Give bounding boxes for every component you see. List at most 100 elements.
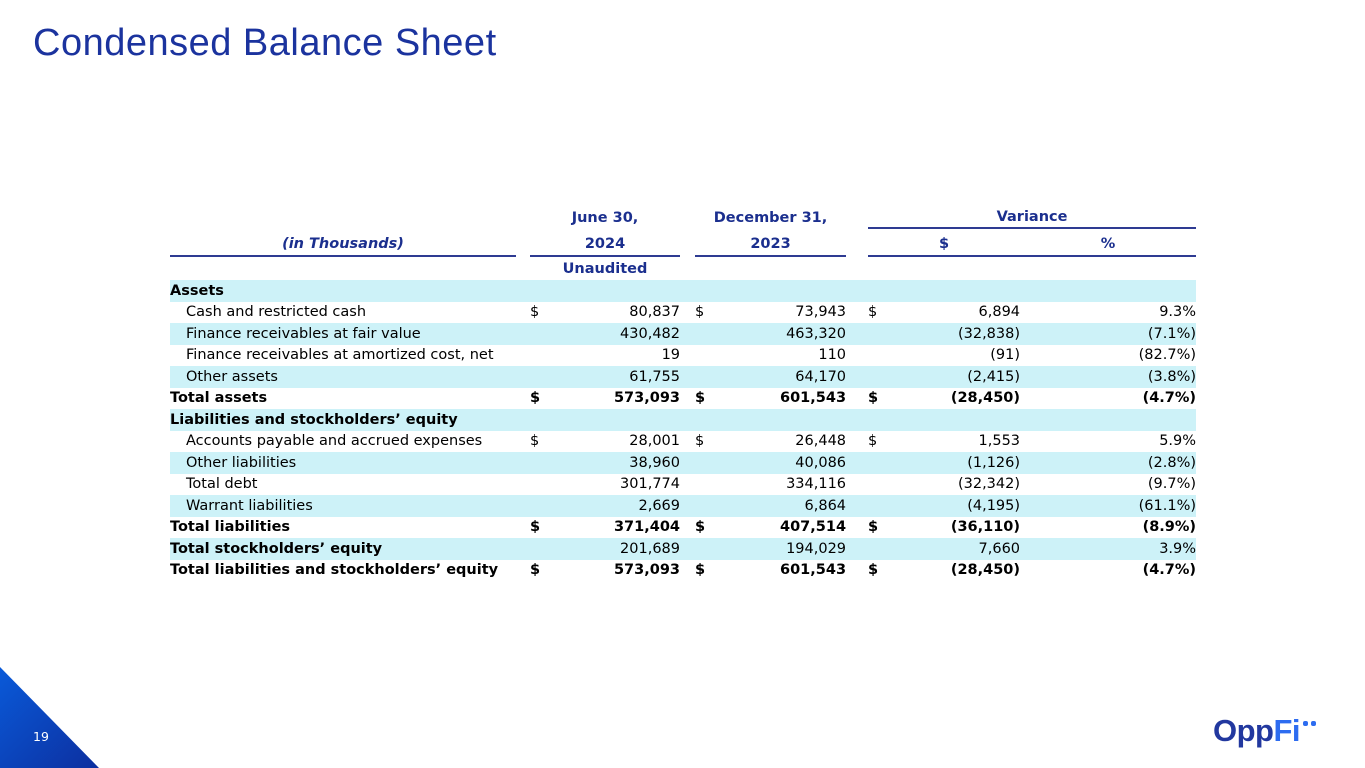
row-label: Finance receivables at amortized cost, n… xyxy=(186,347,494,364)
spacer-cell xyxy=(516,409,530,431)
value-december-2023: 194,029 xyxy=(786,540,847,557)
period-1-header: June 30, xyxy=(571,210,639,226)
spacer-cell xyxy=(846,409,868,431)
spacer-cell xyxy=(846,302,868,324)
spacer-cell xyxy=(846,474,868,496)
dollar-sign-cell xyxy=(868,345,894,367)
dollar-sign-cell xyxy=(530,452,556,474)
table-row: Finance receivables at fair value 430,482… xyxy=(170,323,1197,345)
variance-dollar-value: (32,838) xyxy=(957,325,1021,342)
table-header-row-years: (in Thousands) 2024 2023 $ % xyxy=(170,228,1197,257)
variance-percent-value: (3.8%) xyxy=(1147,368,1197,385)
variance-dollar-value xyxy=(894,409,1020,431)
value-june-2024: 19 xyxy=(661,347,681,364)
variance-dollar-value: 6,894 xyxy=(978,304,1021,321)
dollar-sign-cell xyxy=(530,366,556,388)
dollar-sign-cell: $ xyxy=(695,433,705,450)
spacer-cell xyxy=(516,560,530,582)
row-label: Warrant liabilities xyxy=(186,497,313,514)
table-header-row-periods: June 30, December 31, Variance xyxy=(170,203,1197,229)
oppfi-logo: Opp Fi xyxy=(1213,713,1317,748)
table-row: Total liabilities $371,404 $407,514 $ (36,11… xyxy=(170,517,1196,539)
variance-percent-value: 5.9% xyxy=(1159,433,1197,450)
value-june-2024: 38,960 xyxy=(629,454,681,471)
variance-percent-value: (61.1%) xyxy=(1138,497,1197,514)
variance-dollar-value: (2,415) xyxy=(967,368,1021,385)
row-label: Other assets xyxy=(186,368,278,385)
row-label: Other liabilities xyxy=(186,454,297,471)
variance-header: Variance xyxy=(868,203,1197,229)
value-december-2023 xyxy=(721,409,846,431)
spacer-cell xyxy=(680,280,695,302)
dollar-sign-cell: $ xyxy=(868,433,878,450)
dollar-sign-cell: $ xyxy=(695,390,706,407)
header-spacer xyxy=(846,203,868,228)
value-december-2023: 334,116 xyxy=(786,476,847,493)
dollar-sign-cell xyxy=(530,409,556,431)
dollar-sign-cell: $ xyxy=(868,304,878,321)
table-row: Finance receivables at amortized cost, n… xyxy=(170,345,1196,367)
table-header-row-unaudited: Unaudited xyxy=(170,256,1196,280)
value-december-2023: 64,170 xyxy=(795,368,847,385)
variance-dollar-value xyxy=(894,280,1020,302)
spacer-cell xyxy=(680,388,695,410)
variance-percent-value: 3.9% xyxy=(1159,540,1197,557)
spacer-cell xyxy=(846,323,868,345)
spacer-cell xyxy=(846,431,868,453)
header-spacer xyxy=(680,256,1196,280)
value-june-2024: 371,404 xyxy=(613,519,681,536)
row-label: Accounts payable and accrued expenses xyxy=(186,433,483,450)
variance-dollar-value: (28,450) xyxy=(950,562,1021,579)
spacer-cell xyxy=(680,409,695,431)
value-june-2024: 573,093 xyxy=(613,562,681,579)
dollar-sign-cell xyxy=(695,409,721,431)
dollar-sign-cell: $ xyxy=(530,519,541,536)
dollar-sign-cell xyxy=(695,345,721,367)
value-december-2023: 463,320 xyxy=(786,325,847,342)
spacer-cell xyxy=(680,474,695,496)
table-row: Cash and restricted cash $80,837 $73,943 $6… xyxy=(170,302,1196,324)
header-spacer xyxy=(680,203,695,228)
table-row: Total stockholders’ equity 201,689 194,029… xyxy=(170,538,1197,560)
table-row: Other assets 61,755 64,170 (2,415) (3.8%) xyxy=(170,366,1197,388)
row-label: Assets xyxy=(170,282,224,299)
spacer-cell xyxy=(680,431,695,453)
dollar-sign-cell xyxy=(868,323,894,345)
spacer-cell xyxy=(516,323,530,345)
dollar-sign-cell xyxy=(868,366,894,388)
value-june-2024: 301,774 xyxy=(620,476,681,493)
value-june-2024 xyxy=(556,409,680,431)
spacer-cell xyxy=(846,280,868,302)
value-december-2023: 73,943 xyxy=(795,304,847,321)
spacer-cell xyxy=(846,366,868,388)
variance-dollar-value: (91) xyxy=(990,347,1021,364)
value-june-2024: 61,755 xyxy=(629,368,681,385)
dollar-sign-cell xyxy=(530,538,556,560)
row-label: Finance receivables at fair value xyxy=(186,325,421,342)
variance-dollar-header: $ xyxy=(868,228,1021,257)
dollar-sign-cell xyxy=(530,280,556,302)
spacer-cell xyxy=(516,366,530,388)
variance-percent-value: (82.7%) xyxy=(1138,347,1197,364)
spacer-cell xyxy=(846,495,868,517)
spacer-cell xyxy=(680,495,695,517)
value-december-2023: 40,086 xyxy=(795,454,847,471)
table-row: Warrant liabilities 2,669 6,864 (4,195) (61.… xyxy=(170,495,1197,517)
row-label: Total stockholders’ equity xyxy=(170,540,383,557)
logo-dots-icon xyxy=(1303,721,1317,726)
variance-percent-value: (2.8%) xyxy=(1147,454,1197,471)
table-row: Total debt 301,774 334,116 (32,342) (9.7%) xyxy=(170,474,1196,496)
spacer-cell xyxy=(846,560,868,582)
dollar-sign-cell: $ xyxy=(695,562,706,579)
variance-percent-value: (4.7%) xyxy=(1142,390,1197,407)
dollar-sign-cell xyxy=(530,345,556,367)
dollar-sign-cell xyxy=(868,538,894,560)
dollar-sign-cell: $ xyxy=(530,390,541,407)
spacer-cell xyxy=(680,345,695,367)
value-december-2023: 407,514 xyxy=(779,519,847,536)
table-row: Accounts payable and accrued expenses $28… xyxy=(170,431,1196,453)
value-june-2024: 573,093 xyxy=(613,390,681,407)
dollar-sign-cell xyxy=(530,323,556,345)
dollar-sign-cell xyxy=(868,474,894,496)
year-2023-header: 2023 xyxy=(695,228,847,257)
